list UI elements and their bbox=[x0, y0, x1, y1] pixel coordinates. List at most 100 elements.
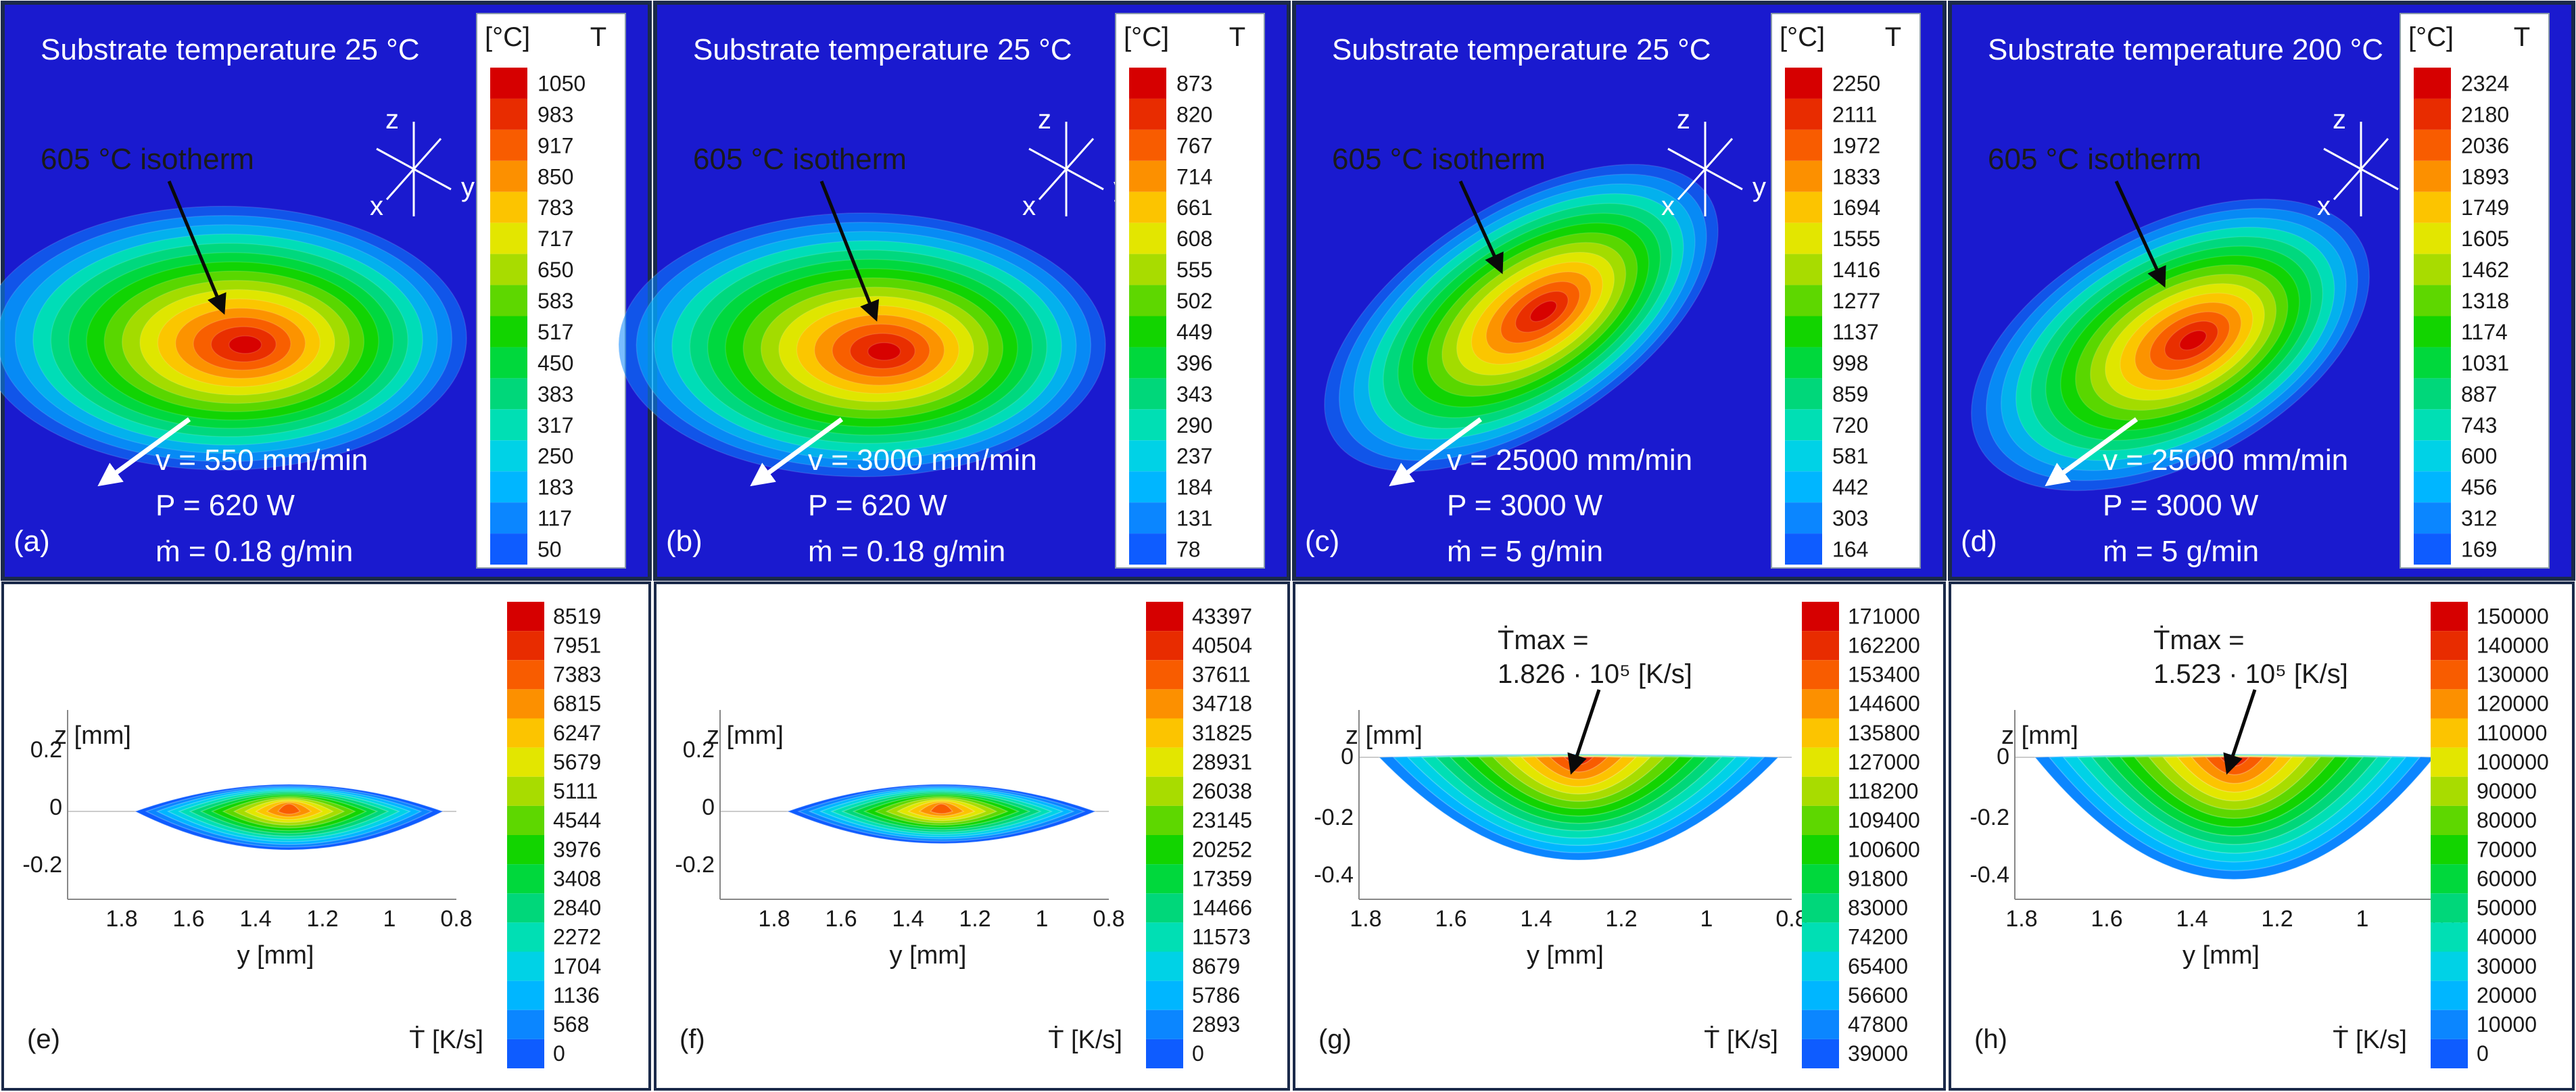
isotherm-label: 605 °C isotherm bbox=[41, 143, 254, 176]
isotherm-arrow bbox=[1458, 180, 1504, 275]
y-axis-label: y bbox=[461, 172, 475, 202]
z-tick: -0.4 bbox=[1314, 862, 1354, 888]
colorbar-tick: 917 bbox=[538, 133, 573, 158]
colorbar-tick: 2272 bbox=[553, 925, 601, 949]
colorbar-swatch bbox=[490, 347, 527, 379]
colorbar-tick: 3408 bbox=[553, 866, 601, 891]
colorbar-swatch bbox=[2414, 347, 2451, 379]
colorbar-tick: 581 bbox=[1832, 444, 1868, 469]
heatmap-panel-a: Substrate temperature 25 °C 605 °C isothe… bbox=[0, 1, 652, 581]
colorbar-swatch bbox=[1785, 191, 1822, 223]
colorbar-swatch bbox=[2414, 254, 2451, 285]
colorbar-tick: 456 bbox=[2461, 475, 2497, 500]
colorbar-swatch bbox=[1146, 718, 1183, 748]
colorbar-swatch bbox=[490, 471, 527, 503]
colorbar-swatch bbox=[1802, 718, 1839, 748]
heatmap-panel-c: Substrate temperature 25 °C 605 °C isothe… bbox=[1292, 1, 1947, 581]
colorbar-tick: 850 bbox=[538, 164, 573, 189]
colorbar-tick: 583 bbox=[538, 289, 573, 313]
isotherm-arrow bbox=[167, 181, 226, 315]
colorbar-swatch bbox=[507, 689, 544, 719]
panel-title: Substrate temperature 25 °C bbox=[41, 33, 420, 66]
colorbar-swatch bbox=[1802, 1010, 1839, 1039]
power-label: P = 620 W bbox=[808, 489, 947, 522]
colorbar-tick: 2036 bbox=[2461, 133, 2509, 158]
colorbar-symbol: T bbox=[2514, 22, 2530, 52]
colorbar-swatch bbox=[1802, 631, 1839, 661]
colorbar-swatch bbox=[1146, 864, 1183, 894]
colorbar-swatch bbox=[2414, 98, 2451, 130]
scan-direction-arrow bbox=[750, 417, 844, 487]
temperature-field bbox=[1971, 198, 2370, 492]
colorbar-tick: 14466 bbox=[1192, 896, 1252, 920]
colorbar-swatch bbox=[2414, 160, 2451, 192]
colorbar-swatch bbox=[1129, 347, 1166, 379]
colorbar-swatch bbox=[507, 1010, 544, 1039]
velocity-label: v = 550 mm/min bbox=[156, 444, 368, 477]
cross-section-field bbox=[786, 784, 1097, 845]
colorbar-swatch bbox=[1146, 805, 1183, 835]
colorbar-tick: 100000 bbox=[2477, 750, 2549, 774]
colorbar-swatch bbox=[1802, 980, 1839, 1010]
y-tick: 0.8 bbox=[440, 906, 472, 932]
colorbar-swatch bbox=[1785, 68, 1822, 99]
colorbar-swatch bbox=[1146, 893, 1183, 923]
colorbar-swatch bbox=[490, 285, 527, 316]
mass-flow-label: ṁ = 0.18 g/min bbox=[808, 535, 1005, 568]
colorbar-tick: 7383 bbox=[553, 663, 601, 687]
colorbar-tick: 43397 bbox=[1192, 604, 1252, 628]
colorbar-swatch bbox=[1129, 222, 1166, 254]
colorbar-swatch bbox=[2431, 660, 2468, 690]
colorbar-swatch bbox=[1146, 660, 1183, 690]
x-axis-label: x bbox=[1022, 191, 1036, 221]
colorbar-swatch bbox=[490, 378, 527, 410]
colorbar-tick: 150000 bbox=[2477, 604, 2549, 628]
y-axis-title: y [mm] bbox=[237, 941, 314, 970]
z-tick: 0 bbox=[49, 794, 62, 820]
colorbar-tick: 50000 bbox=[2477, 896, 2537, 920]
colorbar-swatch bbox=[1129, 409, 1166, 441]
y-tick: 1.6 bbox=[2091, 906, 2122, 932]
colorbar-swatch bbox=[507, 602, 544, 632]
colorbar-tick: 317 bbox=[538, 413, 573, 437]
colorbar-swatch bbox=[2414, 378, 2451, 410]
colorbar-swatch bbox=[2414, 471, 2451, 503]
colorbar-swatch bbox=[2414, 68, 2451, 99]
colorbar-tick: 1694 bbox=[1832, 195, 1880, 220]
colorbar-swatch bbox=[2431, 602, 2468, 632]
scan-direction-arrow bbox=[2045, 417, 2139, 487]
colorbar-tick: 1277 bbox=[1832, 289, 1880, 313]
colorbar-swatch bbox=[1146, 602, 1183, 632]
cooling-rate-panel-e: z [mm]0.2 0 -0.2 1.8 1.6 1.4 1.2 1 0.8 y [mm] (e) Ṫ… bbox=[1, 581, 651, 1091]
colorbar-tick: 2840 bbox=[553, 896, 601, 920]
colorbar-tick: 767 bbox=[1176, 133, 1212, 158]
colorbar-tick: 171000 bbox=[1848, 604, 1920, 628]
cooling-rate-band bbox=[930, 803, 953, 815]
panel-label: (d) bbox=[1961, 525, 1997, 558]
x-axis-label: x bbox=[1661, 191, 1675, 221]
colorbar-swatch bbox=[2431, 893, 2468, 923]
colorbar-swatch bbox=[2414, 129, 2451, 161]
colorbar-swatch bbox=[1785, 316, 1822, 348]
colorbar-swatch bbox=[1129, 254, 1166, 285]
colorbar-tick: 1050 bbox=[538, 71, 586, 95]
colorbar-swatch bbox=[1129, 129, 1166, 161]
power-label: P = 3000 W bbox=[2103, 489, 2259, 522]
panel-title: Substrate temperature 200 °C bbox=[1988, 33, 2383, 66]
colorbar-tick: 110000 bbox=[2477, 721, 2547, 745]
colorbar-swatch bbox=[1146, 776, 1183, 806]
panel-label: (h) bbox=[1974, 1024, 2007, 1054]
colorbar-swatch bbox=[490, 316, 527, 348]
colorbar-swatch bbox=[1802, 893, 1839, 923]
colorbar-tick: 31825 bbox=[1192, 721, 1252, 745]
z-tick: -0.2 bbox=[1970, 805, 2009, 830]
colorbar-swatch bbox=[490, 502, 527, 534]
y-tick: 1 bbox=[1700, 906, 1713, 932]
colorbar-swatch bbox=[1802, 951, 1839, 981]
colorbar-tick: 162200 bbox=[1848, 633, 1920, 657]
colorbar-tick: 118200 bbox=[1848, 779, 1918, 803]
colorbar-tick: 8679 bbox=[1192, 954, 1240, 978]
colorbar-swatch bbox=[507, 1039, 544, 1068]
mass-flow-label: ṁ = 0.18 g/min bbox=[156, 535, 353, 568]
